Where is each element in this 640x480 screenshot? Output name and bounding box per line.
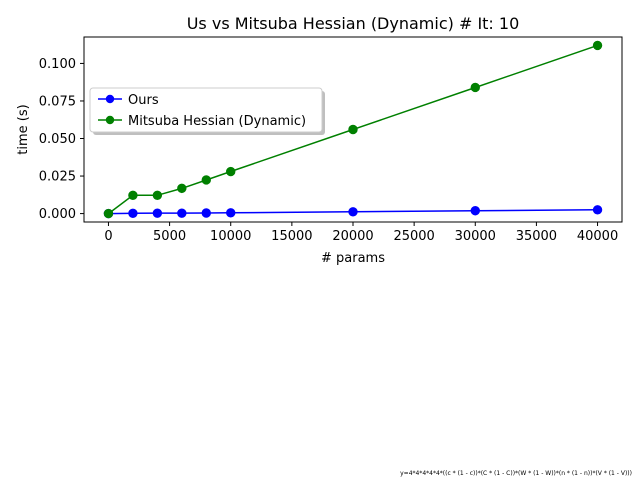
- legend-label: Mitsuba Hessian (Dynamic): [128, 114, 306, 129]
- y-tick-label: 0.100: [39, 57, 76, 72]
- data-point: [592, 205, 603, 215]
- data-point: [177, 208, 187, 218]
- x-tick-label: 20000: [332, 229, 373, 244]
- chart-title: Us vs Mitsuba Hessian (Dynamic) # It: 10: [187, 14, 520, 33]
- data-point: [128, 190, 138, 200]
- data-point: [128, 208, 138, 218]
- x-tick-label: 25000: [393, 229, 434, 244]
- data-point: [348, 124, 358, 135]
- data-point: [226, 166, 236, 177]
- legend-marker: [105, 94, 115, 104]
- y-axis-label: time (s): [16, 104, 31, 154]
- x-tick-label: 30000: [455, 229, 496, 244]
- data-point: [470, 206, 480, 216]
- y-tick-label: 0.000: [39, 207, 76, 222]
- data-point: [201, 175, 211, 185]
- series-1: [103, 205, 603, 219]
- series-2: [103, 40, 603, 219]
- data-point: [103, 208, 114, 219]
- data-point: [226, 208, 236, 218]
- data-point: [152, 208, 163, 218]
- data-point: [470, 82, 480, 93]
- x-tick-label: 0: [104, 229, 112, 244]
- data-point: [201, 208, 211, 218]
- x-tick-label: 35000: [516, 229, 557, 244]
- y-tick-label: 0.075: [39, 94, 76, 109]
- x-tick-label: 15000: [271, 229, 312, 244]
- data-point: [152, 190, 163, 200]
- data-point: [348, 207, 358, 217]
- legend-marker: [105, 115, 115, 125]
- series-layer: [103, 40, 603, 219]
- x-tick-label: 40000: [577, 229, 618, 244]
- x-tick-label: 5000: [153, 229, 186, 244]
- legend-label: Ours: [128, 93, 159, 108]
- x-tick-label: 10000: [210, 229, 251, 244]
- y-tick-label: 0.050: [39, 132, 76, 147]
- legend-box: [89, 87, 323, 133]
- data-point: [592, 40, 603, 51]
- y-axis: 0.000 0.025 0.050 0.075 0.100: [39, 57, 84, 222]
- data-point: [177, 183, 187, 194]
- y-tick-label: 0.025: [39, 170, 76, 185]
- x-axis: 0 5000 10000 15000 20000 25000 30000 35000 40000: [104, 222, 618, 244]
- formula-footnote: y=4*4*4*4*4*((c * (1 - c))*(C * (1 - C))…: [400, 470, 632, 477]
- x-axis-label: # params: [321, 251, 385, 266]
- legend: Ours Mitsuba Hessian (Dynamic): [89, 87, 325, 135]
